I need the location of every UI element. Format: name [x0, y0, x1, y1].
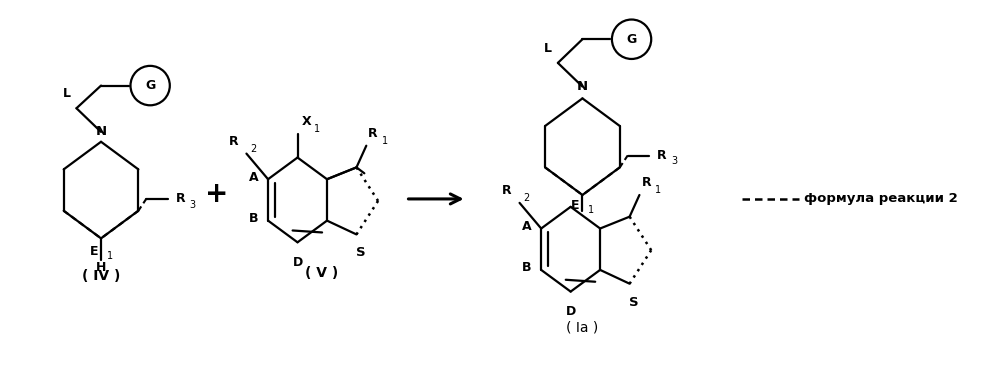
Text: формула реакции 2: формула реакции 2: [803, 193, 957, 205]
Text: S: S: [629, 296, 639, 308]
Text: R: R: [642, 176, 651, 189]
Text: G: G: [145, 79, 156, 92]
Text: 2: 2: [250, 144, 256, 154]
Text: 1: 1: [107, 251, 113, 261]
Text: E: E: [571, 199, 580, 212]
Text: R: R: [229, 135, 239, 148]
Text: A: A: [522, 220, 531, 233]
Text: B: B: [522, 261, 531, 274]
Text: 1: 1: [314, 124, 320, 134]
Text: ( V ): ( V ): [305, 266, 338, 280]
Text: D: D: [292, 256, 302, 269]
Text: D: D: [566, 305, 576, 318]
Text: ( Ia ): ( Ia ): [566, 320, 599, 334]
Text: X: X: [301, 115, 311, 128]
Text: E: E: [90, 245, 98, 258]
Text: R: R: [368, 127, 378, 140]
Text: L: L: [544, 42, 552, 55]
Text: B: B: [249, 212, 258, 225]
Text: 1: 1: [589, 205, 595, 215]
Text: N: N: [577, 80, 588, 93]
Text: +: +: [206, 180, 229, 208]
Text: H: H: [96, 261, 106, 274]
Text: 3: 3: [671, 156, 677, 166]
Text: 3: 3: [190, 200, 196, 210]
Text: A: A: [249, 171, 258, 184]
Text: 1: 1: [382, 136, 388, 146]
Text: R: R: [502, 184, 512, 197]
Text: N: N: [96, 125, 107, 138]
Text: L: L: [63, 88, 71, 100]
Text: 1: 1: [655, 185, 662, 195]
Text: S: S: [355, 246, 365, 259]
Text: R: R: [176, 193, 186, 205]
Text: R: R: [657, 149, 667, 162]
Text: G: G: [627, 33, 637, 46]
Text: ( IV ): ( IV ): [82, 269, 120, 283]
Text: 2: 2: [524, 193, 530, 203]
